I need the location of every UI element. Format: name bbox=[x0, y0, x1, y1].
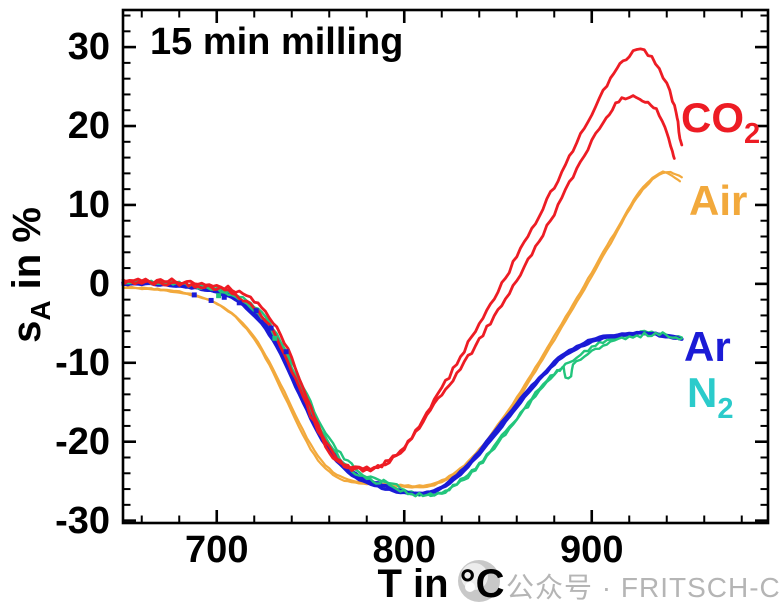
Ar-stray-points bbox=[283, 349, 289, 355]
watermark-logo-dot bbox=[465, 582, 475, 592]
legend-label-N2: N2 bbox=[687, 372, 733, 424]
y-tick-label--10: -10 bbox=[55, 341, 110, 384]
y-tick-label-10: 10 bbox=[67, 183, 110, 226]
y-tick-label--30: -30 bbox=[55, 499, 110, 542]
Ar-stray-points bbox=[221, 294, 227, 300]
series-N2-run2 bbox=[121, 279, 683, 498]
N2-stray-points bbox=[272, 335, 278, 341]
watermark-logo-icon bbox=[458, 560, 500, 602]
Ar-stray-points bbox=[253, 308, 259, 314]
series-Ar-run1 bbox=[121, 280, 684, 496]
y-tick-label--20: -20 bbox=[55, 420, 110, 463]
Ar-stray-points bbox=[208, 297, 214, 303]
series-N2-run1 bbox=[121, 278, 683, 498]
series-Air-run2 bbox=[121, 170, 681, 488]
legend-label-Ar: Ar bbox=[684, 326, 731, 368]
series-Air-run1 bbox=[121, 170, 683, 489]
Ar-stray-points bbox=[268, 325, 274, 331]
legend-label-N2-subscript: 2 bbox=[717, 393, 734, 425]
y-tick-label-0: 0 bbox=[88, 262, 110, 305]
Ar-stray-points bbox=[191, 292, 197, 298]
x-tick-label-800: 800 bbox=[372, 529, 436, 571]
y-tick-label-30: 30 bbox=[67, 26, 110, 69]
legend-label-Ar-text: Ar bbox=[684, 323, 731, 370]
legend-label-Air-text: Air bbox=[689, 177, 748, 224]
y-axis-title-main: s bbox=[5, 320, 49, 343]
legend-label-CO2-text: CO bbox=[681, 94, 744, 141]
Ar-stray-points bbox=[236, 300, 242, 306]
x-tick-label-900: 900 bbox=[560, 529, 624, 571]
plot-frame bbox=[121, 8, 770, 525]
legend-label-N2-text: N bbox=[687, 369, 718, 416]
series-Ar-run2 bbox=[121, 281, 678, 496]
legend-label-CO2-subscript: 2 bbox=[744, 118, 761, 150]
x-tick-label-700: 700 bbox=[185, 529, 249, 571]
legend-label-CO2: CO2 bbox=[681, 97, 760, 149]
y-tick-label-20: 20 bbox=[67, 105, 110, 148]
legend-label-Air: Air bbox=[689, 180, 747, 222]
series-CO2-run2 bbox=[121, 94, 676, 473]
watermark-text: 公众号 · FRITSCH-China bbox=[506, 572, 780, 603]
annotation-milling-time: 15 min milling bbox=[150, 21, 404, 63]
N2-stray-points bbox=[216, 293, 222, 299]
x-axis-title: T in °C bbox=[377, 562, 505, 606]
